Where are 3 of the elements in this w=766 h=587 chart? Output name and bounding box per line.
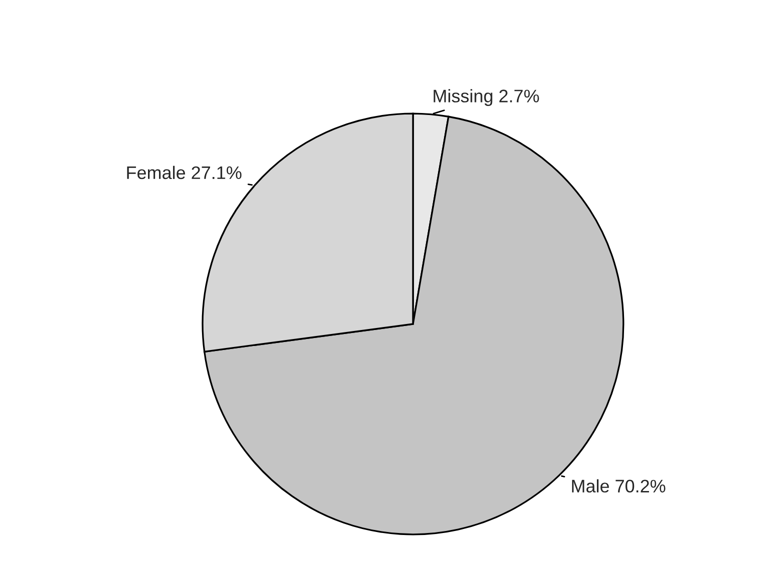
slice-label: Missing 2.7%	[434, 89, 539, 106]
slice-label: Male 70.2%	[572, 479, 666, 493]
slice-label: Female 27.1%	[127, 166, 242, 180]
